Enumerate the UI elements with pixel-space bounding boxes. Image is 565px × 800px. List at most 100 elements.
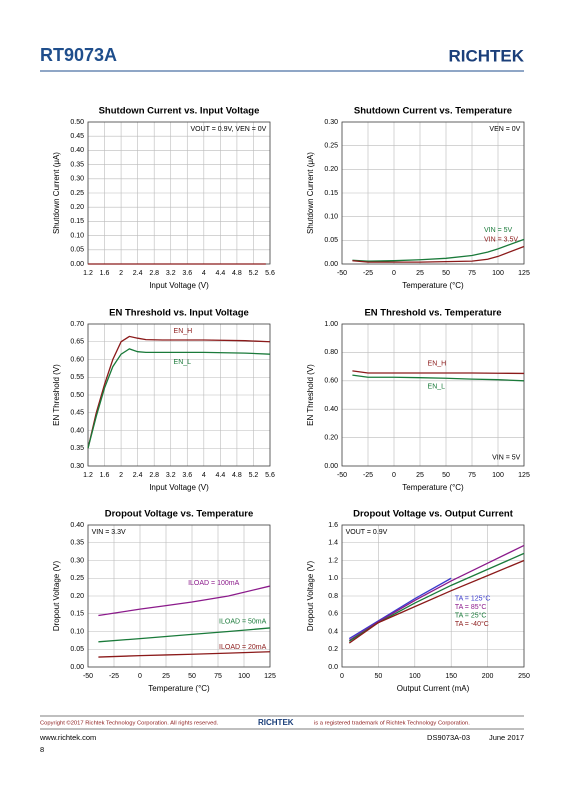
x-tick-label: 0 [340, 673, 344, 680]
y-tick-label: 0.40 [70, 147, 84, 154]
y-axis-label: Shutdown Current (μA) [306, 152, 315, 234]
y-tick-label: 0.25 [70, 190, 84, 197]
x-tick-label: 5.6 [265, 472, 275, 479]
x-axis-label: Temperature (°C) [148, 684, 210, 693]
y-tick-label: 0.70 [70, 321, 84, 328]
y-axis-label: Dropout Voltage (V) [52, 561, 61, 632]
y-tick-label: 0.20 [324, 166, 338, 173]
y-tick-label: 0.45 [70, 133, 84, 140]
x-tick-label: 0 [392, 472, 396, 479]
y-tick-label: 0.15 [70, 611, 84, 618]
series-label: VIN = 5V [484, 227, 513, 234]
y-tick-label: 0.35 [70, 161, 84, 168]
doc-id: DS9073A-03 [427, 733, 470, 742]
x-tick-label: 125 [518, 270, 530, 277]
series-line [352, 370, 525, 375]
x-axis-label: Input Voltage (V) [149, 483, 209, 492]
x-tick-label: 3.6 [182, 270, 192, 277]
x-tick-label: 25 [416, 472, 424, 479]
x-tick-label: 5.2 [249, 270, 259, 277]
y-tick-label: 0.15 [70, 218, 84, 225]
chart-title: Dropout Voltage vs. Temperature [105, 509, 254, 520]
x-tick-label: -25 [109, 673, 119, 680]
series-line [352, 238, 525, 262]
y-tick-label: 0.50 [70, 119, 84, 126]
x-axis-label: Temperature (°C) [402, 281, 464, 290]
x-tick-label: 2.8 [149, 270, 159, 277]
x-tick-label: 1.2 [83, 472, 93, 479]
plot-frame [341, 323, 525, 467]
y-tick-label: 0.30 [70, 557, 84, 564]
y-tick-label: 0.30 [70, 463, 84, 470]
series-label: ILOAD = 100mA [188, 580, 239, 587]
x-tick-label: -50 [337, 472, 347, 479]
y-tick-label: 0.00 [70, 664, 84, 671]
x-tick-label: 0 [138, 673, 142, 680]
x-tick-label: 2.8 [149, 472, 159, 479]
y-tick-label: 0.55 [70, 374, 84, 381]
y-tick-label: 0.10 [70, 232, 84, 239]
x-tick-label: 25 [162, 673, 170, 680]
y-tick-label: 0.10 [324, 214, 338, 221]
chart-title: Dropout Voltage vs. Output Current [353, 509, 514, 520]
series-label: VIN = 3.5V [484, 237, 518, 244]
y-tick-label: 0.30 [324, 119, 338, 126]
x-tick-label: -25 [363, 270, 373, 277]
x-axis-label: Temperature (°C) [402, 483, 464, 492]
x-tick-label: 100 [492, 472, 504, 479]
annotation: VIN = 3.3V [92, 529, 126, 536]
x-tick-label: 1.6 [100, 270, 110, 277]
series-label: TA = 125°C [455, 595, 491, 603]
x-tick-label: 3.2 [166, 472, 176, 479]
y-tick-label: 0.6 [328, 611, 338, 618]
y-tick-label: 0.60 [70, 356, 84, 363]
y-tick-label: 0.4 [328, 628, 338, 635]
x-tick-label: 200 [482, 673, 494, 680]
x-tick-label: 75 [468, 270, 476, 277]
y-tick-label: 0.05 [70, 247, 84, 254]
chart-title: EN Threshold vs. Input Voltage [109, 308, 249, 319]
y-tick-label: 0.00 [324, 463, 338, 470]
x-tick-label: 4.4 [215, 270, 225, 277]
y-tick-label: 0.35 [70, 445, 84, 452]
series-line [98, 627, 271, 643]
y-tick-label: 0.25 [324, 143, 338, 150]
y-tick-label: 0.30 [70, 176, 84, 183]
x-tick-label: 3.6 [182, 472, 192, 479]
y-tick-label: 1.6 [328, 522, 338, 529]
series-label: EN_L [428, 383, 446, 390]
chart-title: EN Threshold vs. Temperature [364, 308, 501, 319]
plot-frame [87, 323, 271, 467]
plot-frame [341, 524, 525, 668]
x-axis-label: Input Voltage (V) [149, 281, 209, 290]
series-line [352, 374, 525, 382]
y-tick-label: 0.15 [324, 190, 338, 197]
series-label: EN_H [428, 361, 447, 368]
x-tick-label: -25 [363, 472, 373, 479]
footer-logo: RICHTEK [258, 718, 294, 727]
x-tick-label: 100 [492, 270, 504, 277]
y-tick-label: 0.40 [70, 522, 84, 529]
y-tick-label: 0.40 [70, 427, 84, 434]
x-tick-label: 2 [119, 472, 123, 479]
y-tick-label: 0.8 [328, 593, 338, 600]
doc-title: RT9073A [40, 45, 117, 65]
x-tick-label: 3.2 [166, 270, 176, 277]
website: www.richtek.com [39, 733, 96, 742]
y-tick-label: 0.25 [70, 575, 84, 582]
series-line [348, 577, 452, 640]
series-line [87, 348, 271, 449]
series-line [352, 245, 525, 263]
x-tick-label: 75 [468, 472, 476, 479]
annotation: VOUT = 0.9V [346, 529, 388, 536]
y-tick-label: 1.4 [328, 540, 338, 547]
y-tick-label: 1.00 [324, 321, 338, 328]
y-tick-label: 1.0 [328, 575, 338, 582]
y-axis-label: Shutdown Current (μA) [52, 152, 61, 234]
x-tick-label: 125 [264, 673, 276, 680]
y-tick-label: 1.2 [328, 557, 338, 564]
series-label: TA = 25°C [455, 612, 487, 620]
y-tick-label: 0.2 [328, 646, 338, 653]
y-tick-label: 0.35 [70, 540, 84, 547]
x-tick-label: -50 [337, 270, 347, 277]
